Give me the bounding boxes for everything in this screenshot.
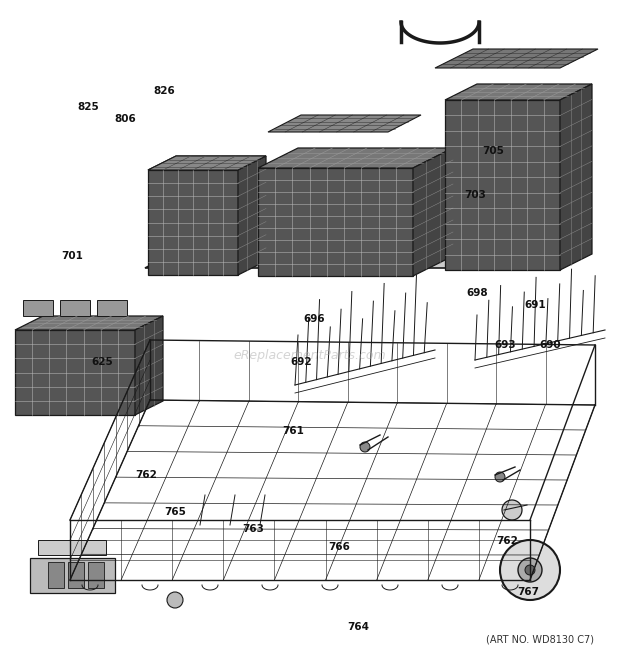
Text: 763: 763	[242, 524, 264, 534]
Text: 703: 703	[464, 190, 485, 200]
Text: 762: 762	[135, 469, 157, 480]
Text: 766: 766	[329, 542, 350, 553]
Text: eReplacementParts.com: eReplacementParts.com	[234, 348, 386, 362]
FancyBboxPatch shape	[23, 300, 53, 316]
Circle shape	[502, 500, 522, 520]
Polygon shape	[258, 168, 413, 276]
Circle shape	[518, 558, 542, 582]
Polygon shape	[135, 316, 163, 415]
FancyBboxPatch shape	[30, 558, 115, 593]
Polygon shape	[435, 49, 598, 68]
Circle shape	[500, 540, 560, 600]
Text: 705: 705	[482, 145, 504, 156]
FancyBboxPatch shape	[97, 300, 127, 316]
Text: 825: 825	[78, 102, 99, 112]
Polygon shape	[148, 170, 238, 275]
Polygon shape	[148, 156, 266, 170]
Text: 806: 806	[115, 114, 136, 124]
Text: 698: 698	[466, 288, 488, 298]
Polygon shape	[258, 148, 453, 168]
FancyBboxPatch shape	[48, 562, 64, 588]
Text: 761: 761	[282, 426, 304, 436]
Polygon shape	[413, 148, 453, 276]
Text: 762: 762	[496, 535, 518, 546]
Text: 701: 701	[61, 251, 82, 262]
Text: 625: 625	[92, 357, 113, 368]
Circle shape	[525, 565, 535, 575]
Text: 692: 692	[290, 357, 312, 368]
Polygon shape	[445, 100, 560, 270]
Text: 696: 696	[304, 313, 326, 324]
Polygon shape	[238, 156, 266, 275]
Text: (ART NO. WD8130 C7): (ART NO. WD8130 C7)	[486, 635, 594, 645]
Text: 765: 765	[164, 507, 186, 518]
Polygon shape	[145, 240, 590, 268]
FancyBboxPatch shape	[38, 540, 106, 555]
Text: 691: 691	[524, 300, 546, 311]
Text: 690: 690	[539, 340, 561, 350]
Polygon shape	[445, 84, 592, 100]
FancyBboxPatch shape	[88, 562, 104, 588]
Text: 767: 767	[518, 586, 539, 597]
Circle shape	[495, 472, 505, 482]
Text: 826: 826	[154, 86, 175, 97]
Text: 693: 693	[495, 340, 516, 350]
Circle shape	[360, 442, 370, 452]
Polygon shape	[560, 84, 592, 270]
Circle shape	[167, 592, 183, 608]
Polygon shape	[268, 115, 421, 132]
Polygon shape	[15, 316, 163, 330]
FancyBboxPatch shape	[68, 562, 84, 588]
FancyBboxPatch shape	[60, 300, 90, 316]
Polygon shape	[15, 330, 135, 415]
Polygon shape	[148, 156, 266, 170]
Text: 764: 764	[347, 621, 369, 632]
